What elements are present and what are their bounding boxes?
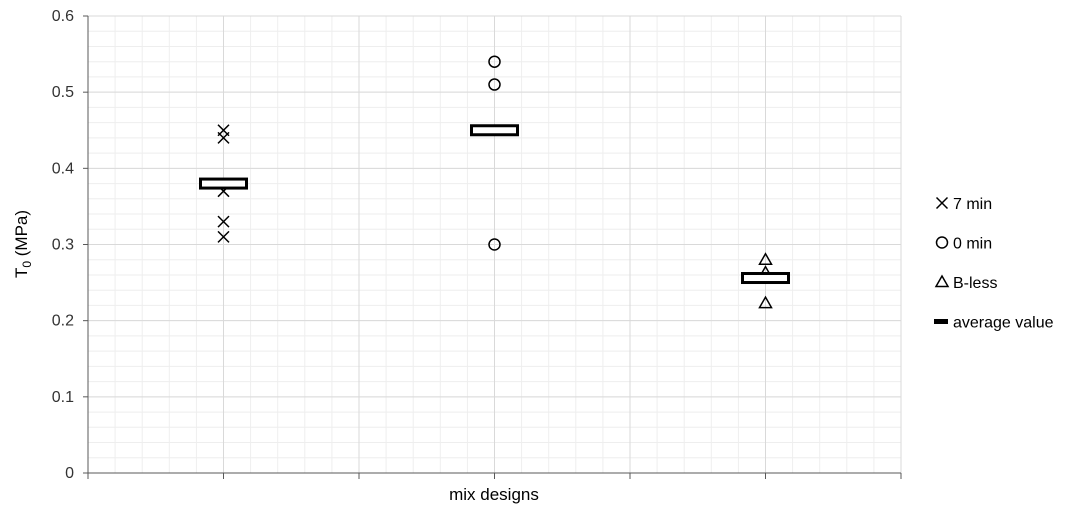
legend-marker-0-min [935,236,949,249]
legend-marker-b-less [934,274,950,288]
data-point-0-min [488,78,501,91]
legend-marker-7-min [935,196,949,210]
legend-label-0-min: 0 min [953,236,992,253]
data-point-b-less [758,252,773,265]
legend-label-7-min: 7 min [953,196,992,213]
y-tick-label: 0 [65,465,74,482]
y-axis-title-rest: (MPa) [12,210,31,261]
data-point-0-min [488,55,501,68]
y-tick-label: 0.5 [52,84,74,101]
data-point-average-value [470,124,519,137]
data-point-7-min [217,131,230,144]
axes: 0 0.1 0.2 0.3 0.4 0.5 0.6 [52,8,902,482]
y-axis-title: T0 (MPa) [12,210,34,278]
y-tick-label: 0.6 [52,8,74,25]
data-point-7-min [217,230,230,243]
y-axis-title-main: T [12,268,31,278]
data-point-0-min [488,238,501,251]
legend-marker-average-value [934,319,948,324]
data-point-b-less [758,295,773,309]
data-marks [199,55,790,309]
y-tick-label: 0.4 [52,160,74,177]
y-tick-label: 0.3 [52,237,74,254]
y-tick-label: 0.2 [52,313,74,330]
x-axis-title: mix designs [449,485,539,504]
legend: 7 min 0 min B-less average value [934,196,1054,332]
legend-item-b-less: B-less [934,274,997,292]
data-point-7-min [217,215,230,228]
y-tick-label: 0.1 [52,389,74,406]
data-point-average-value [199,177,248,190]
legend-label-b-less: B-less [953,275,997,292]
legend-item-average-value: average value [934,315,1054,332]
legend-label-average-value: average value [953,315,1054,332]
legend-item-7-min: 7 min [935,196,992,213]
data-point-average-value [741,272,790,285]
grid [88,15,902,473]
legend-item-0-min: 0 min [935,236,992,253]
y-axis-title-subscript: 0 [20,261,34,268]
